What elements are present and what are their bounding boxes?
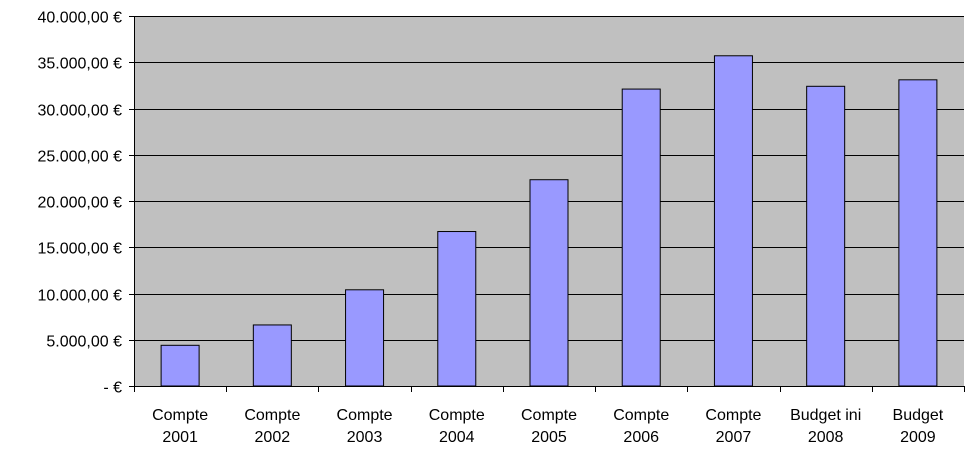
y-tick-label-3: 15.000,00 € xyxy=(37,241,122,258)
y-axis-tick-labels: - € 5.000,00 € 10.000,00 € 15.000,00 € 20.00… xyxy=(37,10,134,397)
y-tick-label-2: 10.000,00 € xyxy=(37,288,122,305)
y-tick-label-7: 35.000,00 € xyxy=(37,56,122,73)
y-tick-label-4: 20.000,00 € xyxy=(37,195,122,212)
bar-5 xyxy=(529,179,569,387)
x-tick-label-9: Budget 2009 xyxy=(893,407,944,446)
x-tick-label-1: Compte 2001 xyxy=(152,407,208,446)
bar-1 xyxy=(160,344,200,387)
x-tick-label-2: Compte 2002 xyxy=(244,407,300,446)
x-tick-label-7: Compte 2007 xyxy=(705,407,761,446)
x-tick-label-5: Compte 2005 xyxy=(521,407,577,446)
bar-3 xyxy=(345,289,385,387)
bar-7 xyxy=(713,55,753,387)
bar-9 xyxy=(898,79,938,387)
axes xyxy=(134,16,964,387)
y-tick-label-0: - € xyxy=(103,380,122,397)
x-axis-tick-labels: Compte 2001 Compte 2002 Compte 2003 Compte 2004… xyxy=(134,386,965,446)
y-tick-label-1: 5.000,00 € xyxy=(46,334,122,351)
bar-6 xyxy=(621,88,661,387)
bar-8 xyxy=(806,85,846,387)
bar-2 xyxy=(252,324,292,387)
bars xyxy=(160,55,938,387)
bar-4 xyxy=(437,231,477,387)
y-tick-label-5: 25.000,00 € xyxy=(37,149,122,166)
x-tick-label-6: Compte 2006 xyxy=(613,407,669,446)
x-tick-label-8: Budget ini 2008 xyxy=(790,407,861,446)
y-tick-label-8: 40.000,00 € xyxy=(37,10,122,27)
x-tick-label-3: Compte 2003 xyxy=(337,407,393,446)
y-tick-label-6: 30.000,00 € xyxy=(37,103,122,120)
x-tick-label-4: Compte 2004 xyxy=(429,407,485,446)
